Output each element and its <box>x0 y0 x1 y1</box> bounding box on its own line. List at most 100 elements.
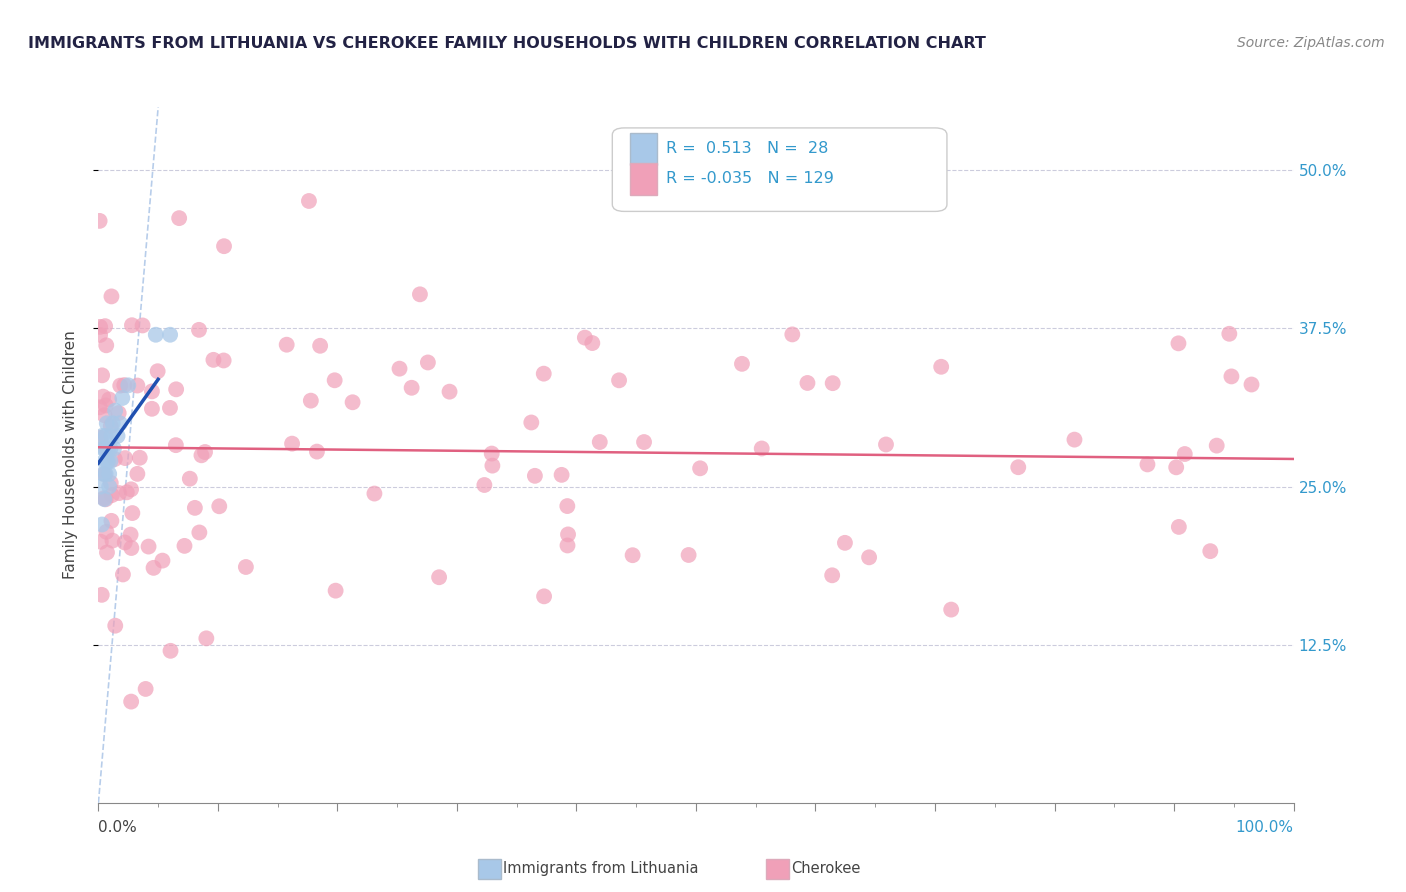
Point <box>91 390 114 404</box>
Point <box>94 319 117 334</box>
Point <box>91 429 114 443</box>
Point <box>202 352 225 367</box>
Point <box>1166 460 1188 475</box>
Point <box>96 545 118 559</box>
Point <box>1218 326 1240 341</box>
Point <box>1167 520 1189 534</box>
Point <box>94 492 117 507</box>
Point <box>533 367 555 381</box>
Point <box>100 289 122 303</box>
Point <box>167 211 190 226</box>
Point <box>152 553 174 567</box>
Point <box>121 318 143 333</box>
Point <box>276 337 298 351</box>
Point <box>173 539 195 553</box>
Point <box>858 550 880 565</box>
Point <box>96 524 118 539</box>
Point <box>100 514 122 528</box>
Point <box>678 548 700 562</box>
Point <box>115 485 138 500</box>
Point <box>235 560 257 574</box>
Point <box>107 429 129 443</box>
Point <box>112 378 135 392</box>
Point <box>97 442 120 456</box>
Point <box>100 419 122 434</box>
Text: Source: ZipAtlas.com: Source: ZipAtlas.com <box>1237 36 1385 50</box>
Point <box>93 442 115 456</box>
Point <box>589 435 612 450</box>
Point <box>127 467 149 481</box>
Point <box>439 384 461 399</box>
Point <box>194 445 217 459</box>
Point <box>782 327 804 342</box>
Point <box>533 590 555 604</box>
Point <box>94 467 117 481</box>
Point <box>96 338 118 352</box>
Point <box>141 401 163 416</box>
Point <box>1063 433 1085 447</box>
Point <box>208 500 231 514</box>
Point <box>188 525 211 540</box>
Point <box>104 618 127 632</box>
Point <box>110 378 132 392</box>
Point <box>184 500 207 515</box>
Point <box>190 448 212 462</box>
Point <box>474 478 496 492</box>
Point <box>165 438 187 452</box>
Point <box>416 355 439 369</box>
Point <box>1240 377 1263 392</box>
Point <box>689 461 711 475</box>
Point <box>89 401 111 415</box>
Point <box>90 534 112 549</box>
Point <box>120 483 142 497</box>
Point <box>1174 447 1197 461</box>
Point <box>212 353 235 368</box>
Point <box>93 491 115 506</box>
Text: 100.0%: 100.0% <box>1236 821 1294 835</box>
Point <box>481 446 503 460</box>
Point <box>581 336 603 351</box>
Point <box>550 467 572 482</box>
Point <box>101 533 124 548</box>
Text: Cherokee: Cherokee <box>792 862 860 876</box>
Bar <box>630 134 657 165</box>
Point <box>131 318 153 333</box>
Point <box>127 378 149 392</box>
FancyBboxPatch shape <box>613 128 948 211</box>
Point <box>299 393 322 408</box>
Point <box>834 536 856 550</box>
Point <box>94 399 117 413</box>
Point <box>165 382 187 396</box>
Point <box>108 417 131 431</box>
Point <box>179 472 201 486</box>
Point <box>117 378 139 392</box>
Point <box>409 287 432 301</box>
Point <box>89 327 111 342</box>
Point <box>1205 439 1227 453</box>
Point <box>98 442 122 456</box>
Point <box>146 364 169 378</box>
Point <box>574 330 596 344</box>
Point <box>108 486 131 500</box>
Point <box>114 535 136 549</box>
Point <box>557 499 579 513</box>
Point <box>93 467 115 481</box>
Point <box>100 429 122 443</box>
Point <box>427 570 450 584</box>
Point <box>101 488 124 502</box>
Point <box>520 416 543 430</box>
Y-axis label: Family Households with Children: Family Households with Children <box>63 331 77 579</box>
Point <box>104 403 127 417</box>
Point <box>98 467 121 481</box>
Point <box>481 458 503 473</box>
Point <box>751 442 773 456</box>
Point <box>94 429 117 443</box>
Point <box>111 567 134 582</box>
Point <box>142 561 165 575</box>
Point <box>128 450 150 465</box>
Point <box>91 442 114 456</box>
Point <box>96 454 118 468</box>
Point <box>97 454 120 468</box>
Text: 0.0%: 0.0% <box>98 821 138 835</box>
Text: IMMIGRANTS FROM LITHUANIA VS CHEROKEE FAMILY HOUSEHOLDS WITH CHILDREN CORRELATIO: IMMIGRANTS FROM LITHUANIA VS CHEROKEE FA… <box>28 36 986 51</box>
